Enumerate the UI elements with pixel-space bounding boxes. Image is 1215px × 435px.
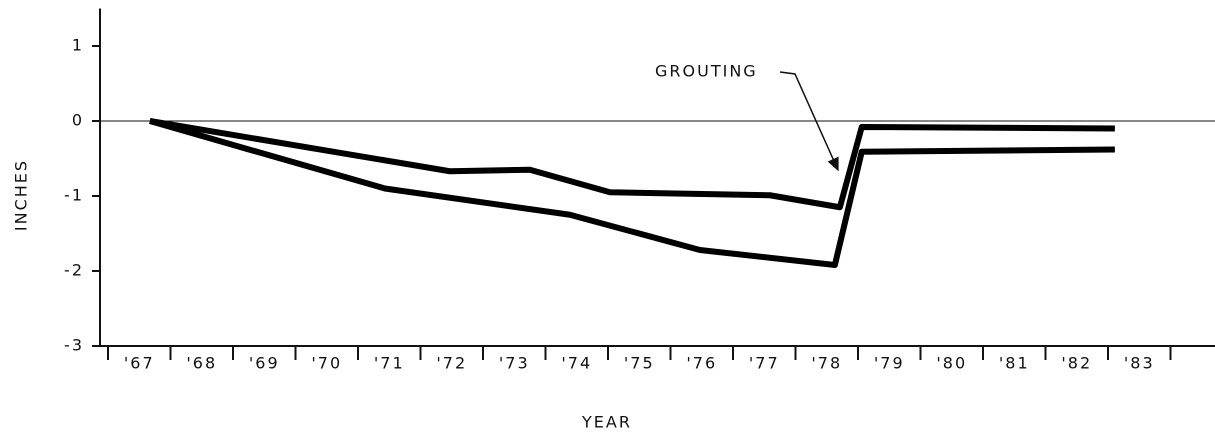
x-tick-label: '71 bbox=[374, 354, 405, 373]
x-tick-label: '69 bbox=[249, 354, 280, 373]
x-tick-label: '82 bbox=[1061, 354, 1092, 373]
y-tick-label: -3 bbox=[64, 336, 84, 355]
x-tick-label: '74 bbox=[561, 354, 592, 373]
y-tick-label: -2 bbox=[64, 261, 84, 280]
annotation: GROUTING bbox=[655, 62, 758, 81]
x-tick-label: '78 bbox=[811, 354, 842, 373]
y-axis-label: INCHES bbox=[12, 159, 31, 231]
x-tick-label: '81 bbox=[999, 354, 1030, 373]
x-tick-label: '80 bbox=[936, 354, 967, 373]
x-tick-label: '79 bbox=[874, 354, 905, 373]
x-tick-label: '73 bbox=[499, 354, 530, 373]
y-tick-label: 0 bbox=[72, 111, 84, 130]
y-tick-label: 1 bbox=[72, 36, 84, 55]
x-tick-label: '68 bbox=[186, 354, 217, 373]
x-tick-label: '75 bbox=[624, 354, 655, 373]
x-axis-label: YEAR bbox=[581, 413, 632, 432]
x-tick-label: '72 bbox=[436, 354, 467, 373]
annotation-arrow bbox=[779, 71, 839, 172]
x-tick-label: '77 bbox=[749, 354, 780, 373]
x-tick-label: '83 bbox=[1124, 354, 1155, 373]
y-tick-label: -1 bbox=[64, 186, 84, 205]
x-tick-label: '67 bbox=[124, 354, 155, 373]
x-tick-label: '70 bbox=[311, 354, 342, 373]
series-line bbox=[149, 118, 1115, 268]
x-tick-label: '76 bbox=[686, 354, 717, 373]
series-line bbox=[149, 118, 1115, 211]
